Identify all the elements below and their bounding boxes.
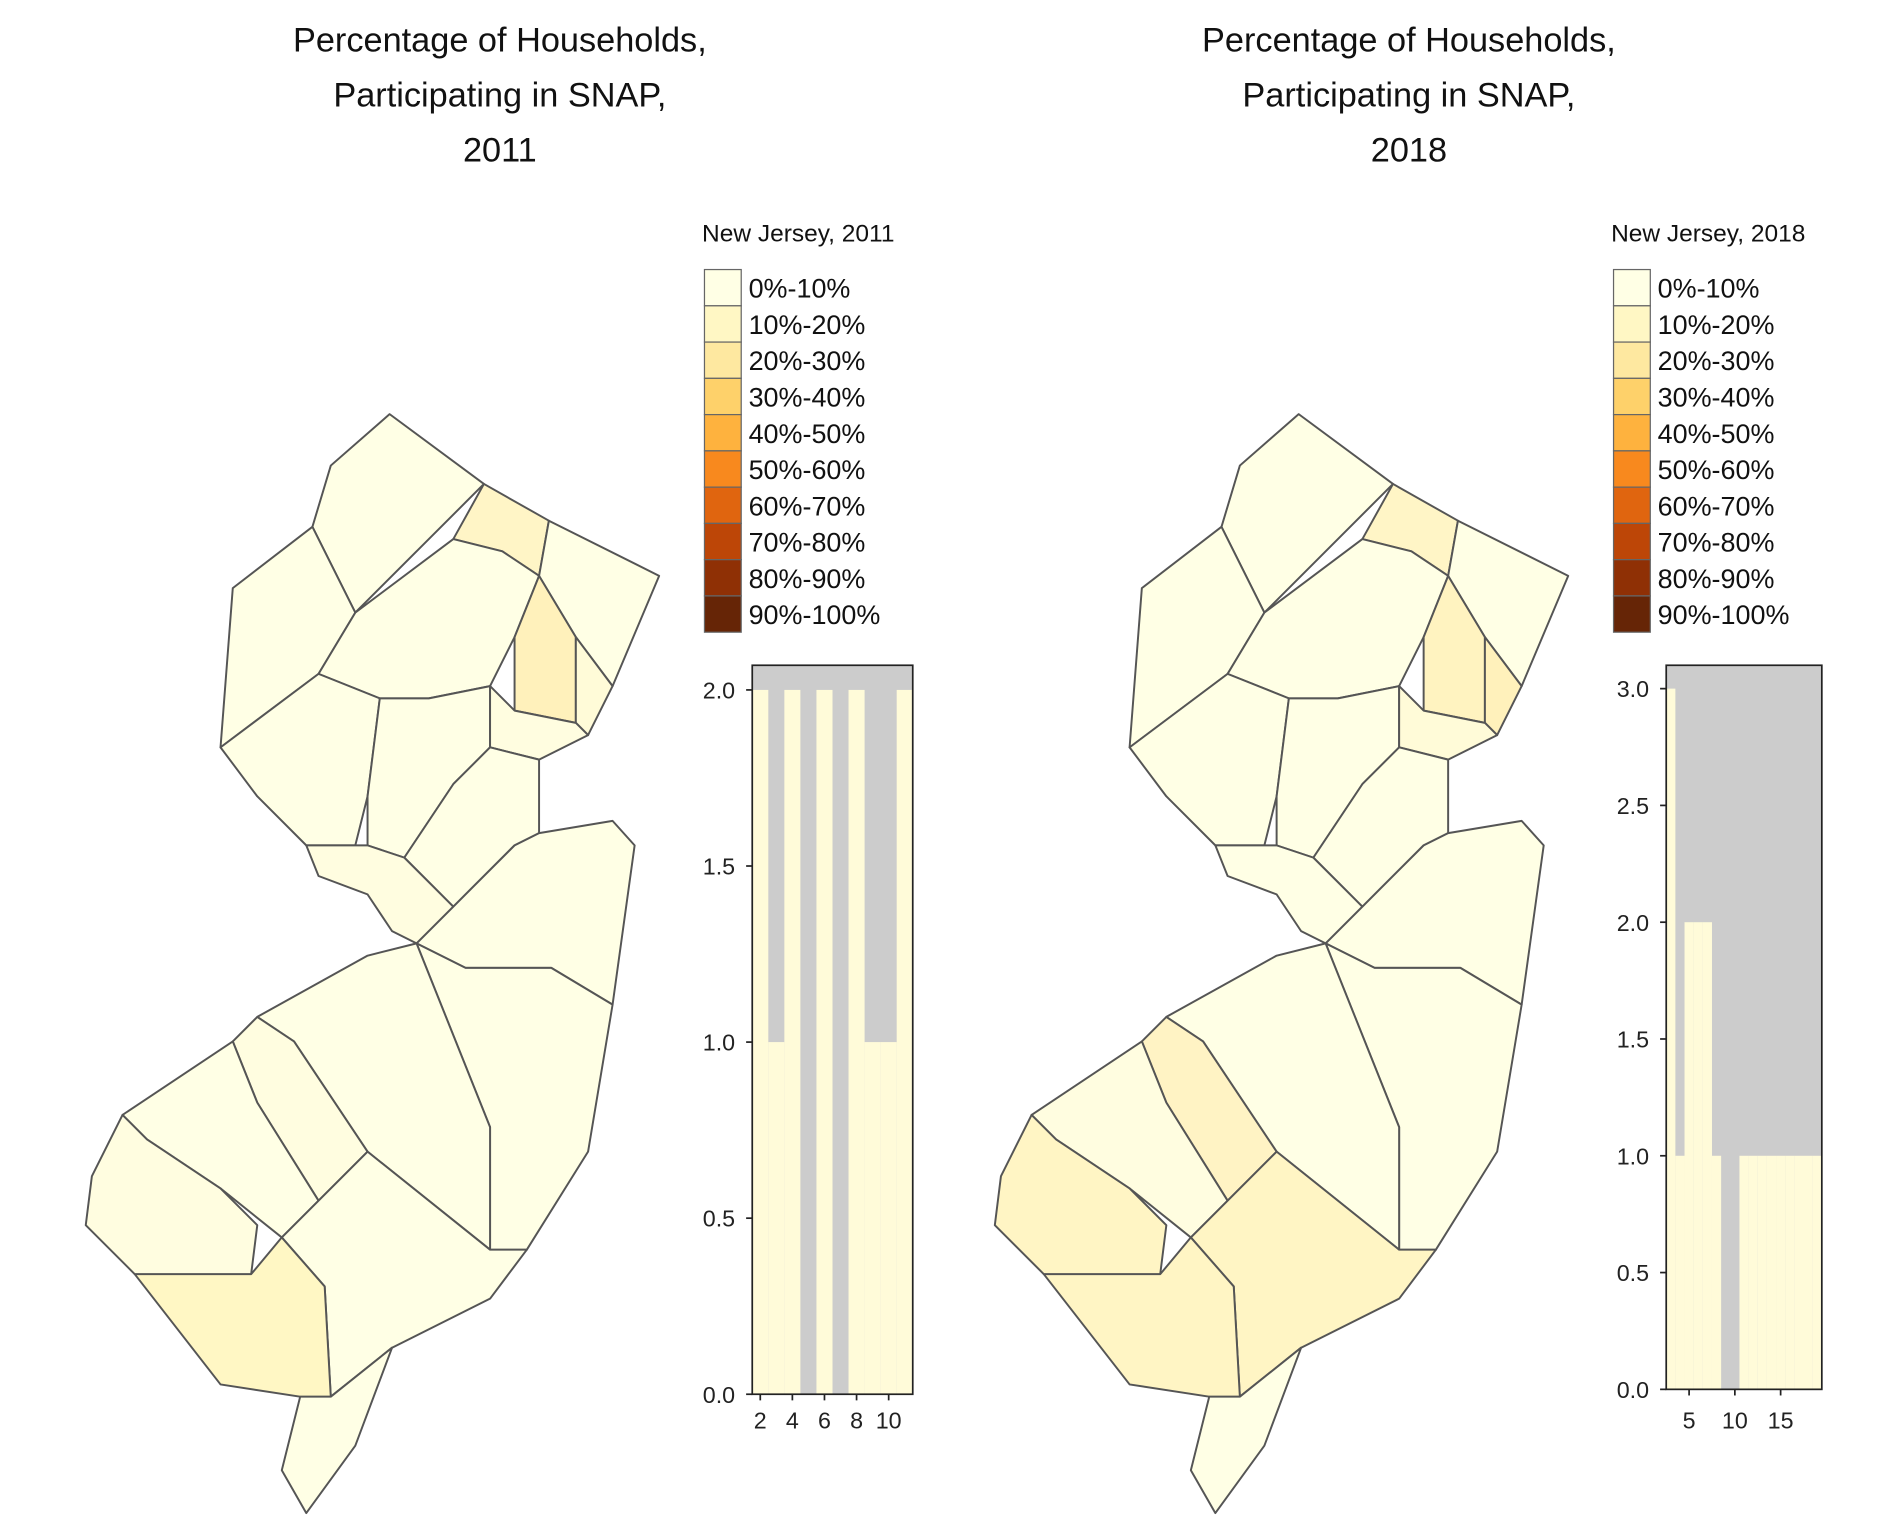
bar — [1666, 688, 1676, 1390]
legend-swatch — [703, 595, 742, 633]
legend-label: 50%-60% — [1658, 455, 1775, 485]
chart-title: 2011 — [463, 132, 537, 170]
bar — [1794, 1155, 1804, 1390]
legend-label: 80%-90% — [749, 564, 866, 594]
legend-label: 70%-80% — [749, 528, 866, 558]
bar — [1766, 1155, 1777, 1390]
map-2011 — [84, 413, 661, 1515]
bar — [784, 689, 801, 1395]
y-tick-label: 1.5 — [703, 854, 735, 880]
legend-swatch — [1612, 341, 1651, 379]
bar — [1757, 1155, 1767, 1390]
legend-label: 40%-50% — [749, 419, 866, 449]
legend-label: 60%-70% — [1658, 491, 1775, 521]
x-tick-label: 5 — [1683, 1408, 1696, 1434]
legend-swatch — [1612, 413, 1651, 452]
bar — [752, 689, 769, 1395]
y-tick-label: 2.0 — [1617, 910, 1649, 936]
map-2018 — [993, 413, 1570, 1515]
legend-title: New Jersey, 2011 — [702, 220, 894, 247]
bar — [1711, 1155, 1722, 1390]
bar — [1785, 1155, 1795, 1390]
legend-swatch — [1612, 595, 1651, 633]
chart-title: 2018 — [1371, 132, 1447, 170]
legend-swatch — [703, 522, 742, 561]
bar — [1776, 1155, 1786, 1390]
legend-label: 70%-80% — [1658, 528, 1775, 558]
plot-frame — [751, 664, 914, 1396]
panel: Percentage of Households, Participating i… — [293, 21, 914, 1434]
x-tick-label: 4 — [786, 1408, 799, 1434]
chart-title: Participating in SNAP, — [1242, 77, 1575, 115]
legend-swatch — [1612, 559, 1651, 597]
legend-swatch — [1612, 450, 1651, 488]
panel: Percentage of Households, Participating i… — [1202, 21, 1823, 1434]
chart-title: Percentage of Households, — [293, 21, 707, 59]
legend-swatch — [703, 559, 742, 597]
x-tick-label: 8 — [850, 1408, 863, 1434]
chart-title: Participating in SNAP, — [333, 77, 666, 115]
legend-label: 10%-20% — [749, 310, 866, 340]
legend-swatch — [703, 341, 742, 379]
x-tick-label: 15 — [1768, 1408, 1794, 1434]
legend-label: 90%-100% — [749, 600, 881, 630]
bar — [1684, 922, 1694, 1390]
x-tick-label: 10 — [876, 1408, 902, 1434]
y-tick-label: 1.0 — [1617, 1143, 1649, 1169]
x-tick-label: 2 — [754, 1408, 767, 1434]
y-tick-label: 0.5 — [703, 1206, 735, 1232]
y-tick-label: 0.0 — [703, 1382, 735, 1408]
bar — [1675, 1155, 1685, 1390]
y-tick-label: 1.0 — [703, 1030, 735, 1056]
legend-swatch — [1612, 268, 1651, 307]
legend-label: 30%-40% — [1658, 383, 1775, 413]
bar — [816, 689, 833, 1395]
bar — [1702, 922, 1712, 1390]
bar — [848, 689, 865, 1395]
legend-label: 40%-50% — [1658, 419, 1775, 449]
y-tick-label: 2.0 — [703, 678, 735, 704]
plot-frame — [1665, 664, 1823, 1391]
legend-label: 20%-30% — [749, 346, 866, 376]
bar — [1803, 1155, 1813, 1390]
y-tick-label: 1.5 — [1617, 1027, 1649, 1053]
bar — [768, 1042, 785, 1395]
legend-label: 60%-70% — [749, 491, 866, 521]
legend-swatch — [1612, 377, 1651, 416]
legend-label: 0%-10% — [1658, 274, 1760, 304]
y-tick-label: 0.5 — [1617, 1260, 1649, 1286]
legend-title: New Jersey, 2018 — [1611, 220, 1805, 247]
x-tick-label: 10 — [1722, 1408, 1748, 1434]
legend-label: 10%-20% — [1658, 310, 1775, 340]
bar — [1693, 922, 1703, 1390]
legend-label: 90%-100% — [1658, 600, 1790, 630]
chart-title: Percentage of Households, — [1202, 21, 1616, 59]
bar — [1748, 1155, 1758, 1390]
legend-swatch — [1612, 305, 1651, 343]
legend-swatch — [703, 268, 742, 307]
bar — [1739, 1155, 1749, 1390]
x-tick-label: 6 — [818, 1408, 831, 1434]
y-tick-label: 0.0 — [1617, 1377, 1649, 1403]
legend-label: 50%-60% — [749, 455, 866, 485]
legend-swatch — [703, 486, 742, 525]
legend-label: 80%-90% — [1658, 564, 1775, 594]
legend-swatch — [1612, 486, 1651, 525]
legend-swatch — [703, 450, 742, 488]
y-tick-label: 3.0 — [1617, 676, 1649, 702]
bar — [864, 1042, 881, 1395]
legend-swatch — [703, 305, 742, 343]
legend-swatch — [1612, 522, 1651, 561]
legend-swatch — [703, 377, 742, 416]
y-tick-label: 2.5 — [1617, 793, 1649, 819]
legend-swatch — [703, 413, 742, 452]
legend-label: 30%-40% — [749, 383, 866, 413]
bar — [1812, 1155, 1822, 1390]
legend-label: 20%-30% — [1658, 346, 1775, 376]
bar — [896, 689, 913, 1395]
bar — [880, 1042, 897, 1395]
legend-label: 0%-10% — [749, 274, 851, 304]
